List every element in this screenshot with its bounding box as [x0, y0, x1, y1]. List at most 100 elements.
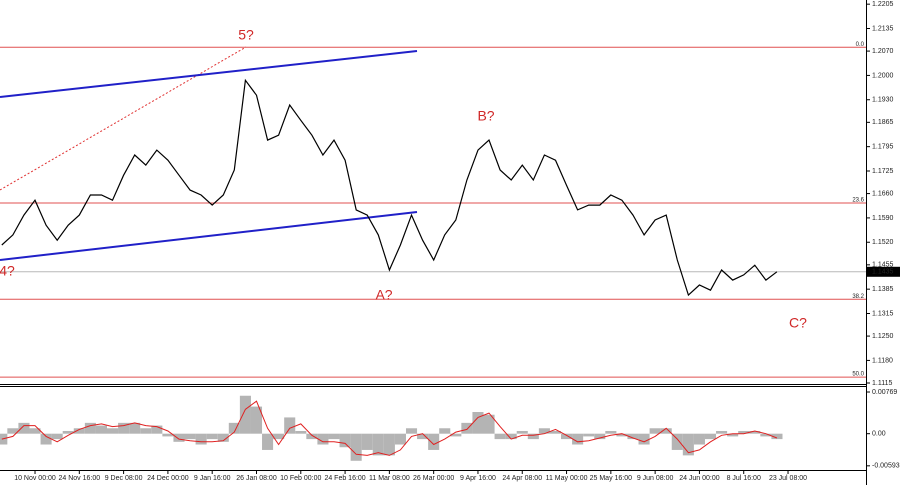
y-tick-label: 1.1520 — [872, 239, 894, 246]
histogram-bar — [317, 433, 329, 445]
x-tick-label: 9 Apr 16:00 — [460, 475, 496, 482]
y-tick-label: 1.2000 — [872, 72, 894, 79]
histogram-bar — [239, 395, 251, 434]
histogram-bar — [262, 433, 274, 450]
histogram-bar — [727, 433, 739, 437]
histogram-bar — [538, 428, 550, 434]
y-tick-label: 1.1725 — [872, 168, 894, 175]
x-tick-label: 10 Nov 00:00 — [14, 475, 56, 482]
histogram-bar — [383, 433, 395, 456]
histogram-bar — [173, 433, 185, 442]
price-line — [1, 78, 778, 297]
y-tick-label: 1.2205 — [872, 1, 894, 8]
y-tick-label: 1.1315 — [872, 310, 894, 317]
histogram-bar — [704, 433, 717, 440]
y-tick-label: 1.1250 — [872, 333, 894, 340]
histogram-bar — [638, 433, 650, 445]
channel-line — [0, 211, 418, 261]
trend-line — [0, 46, 247, 191]
y-tick-label: 1.1930 — [872, 97, 894, 104]
signal-line — [1, 400, 778, 456]
histogram-bar — [693, 433, 705, 445]
histogram-bar — [151, 425, 163, 434]
x-tick-label: 9 Jun 08:00 — [637, 475, 674, 482]
histogram-bar — [549, 430, 562, 434]
histogram-bar — [162, 433, 174, 437]
histogram-bar — [527, 433, 539, 440]
histogram-bar — [649, 428, 661, 434]
histogram-bar — [494, 433, 506, 440]
histogram-bar — [250, 406, 263, 434]
histogram-bar — [616, 433, 628, 437]
y-tick-label: 1.1590 — [872, 215, 894, 222]
histogram-bar — [339, 433, 351, 448]
histogram-bar — [605, 430, 617, 434]
histogram-bar — [184, 433, 196, 440]
histogram-bar — [206, 433, 218, 440]
x-tick-label: 24 Nov 16:00 — [58, 475, 100, 482]
histogram-bar — [627, 433, 639, 440]
y-tick-label: 1.1180 — [872, 357, 893, 364]
wave-label: C? — [789, 315, 807, 331]
x-tick-label: 10 Feb 00:00 — [280, 475, 321, 482]
fib-label: 50.0 — [852, 372, 864, 378]
histogram-bar — [394, 433, 406, 445]
wave-label: A? — [375, 287, 392, 303]
histogram-bar — [18, 422, 30, 434]
histogram-bar — [594, 433, 606, 440]
y-tick-label: -0.00593 — [872, 463, 900, 470]
histogram-bar — [682, 433, 694, 456]
histogram-bar — [328, 433, 340, 440]
histogram-bar — [95, 425, 107, 434]
histogram-bar — [228, 422, 240, 434]
last-price-box — [867, 266, 900, 277]
y-tick-label: 1.1115 — [872, 380, 892, 387]
histogram-bar — [306, 433, 318, 440]
y-tick-label: 1.2135 — [872, 25, 894, 32]
x-tick-label: 26 Jan 08:00 — [236, 475, 277, 482]
histogram-bar — [73, 428, 85, 434]
x-tick-label: 11 May 00:00 — [546, 475, 588, 482]
histogram-bar — [428, 433, 440, 450]
wave-label: 5? — [238, 27, 254, 43]
histogram-bar — [483, 414, 495, 434]
histogram-bar — [51, 433, 63, 440]
histogram-bar — [450, 433, 462, 437]
histogram-bar — [129, 422, 141, 434]
x-tick-label: 25 May 16:00 — [590, 475, 633, 482]
histogram-bar — [405, 428, 418, 434]
histogram-bar — [29, 428, 41, 434]
histogram-bar — [84, 422, 96, 434]
y-tick-label: 1.1385 — [872, 286, 894, 293]
histogram-bar — [716, 430, 728, 434]
histogram-bar — [771, 433, 783, 440]
fib-label: 38.2 — [852, 294, 864, 300]
histogram-bar — [572, 433, 584, 445]
histogram-bar — [505, 433, 517, 440]
x-tick-label: 24 Jun 00:00 — [679, 475, 720, 482]
histogram-bar — [62, 430, 74, 434]
x-tick-label: 24 Apr 08:00 — [502, 475, 542, 482]
x-tick-label: 11 Mar 08:00 — [369, 475, 410, 482]
histogram-bar — [284, 417, 296, 434]
last-price-label: 1.1435 — [872, 269, 894, 276]
x-tick-label: 24 Dec 00:00 — [147, 475, 189, 482]
y-tick-label: 0.00 — [872, 431, 886, 438]
histogram-bar — [372, 433, 384, 456]
histogram-bar — [561, 433, 573, 440]
fib-label: 0.0 — [856, 42, 865, 48]
y-tick-label: 1.1865 — [872, 119, 894, 126]
histogram-bar — [140, 428, 152, 434]
channel-line — [0, 50, 418, 98]
histogram-bar — [461, 422, 473, 434]
histogram-bar — [738, 430, 750, 434]
histogram-bar — [760, 433, 772, 437]
histogram-bar — [583, 433, 595, 437]
histogram-bar — [118, 422, 130, 434]
histogram-bar — [7, 428, 19, 434]
histogram-bar — [671, 433, 683, 450]
wave-label: B? — [477, 108, 494, 124]
wave-label: 4? — [0, 263, 15, 279]
